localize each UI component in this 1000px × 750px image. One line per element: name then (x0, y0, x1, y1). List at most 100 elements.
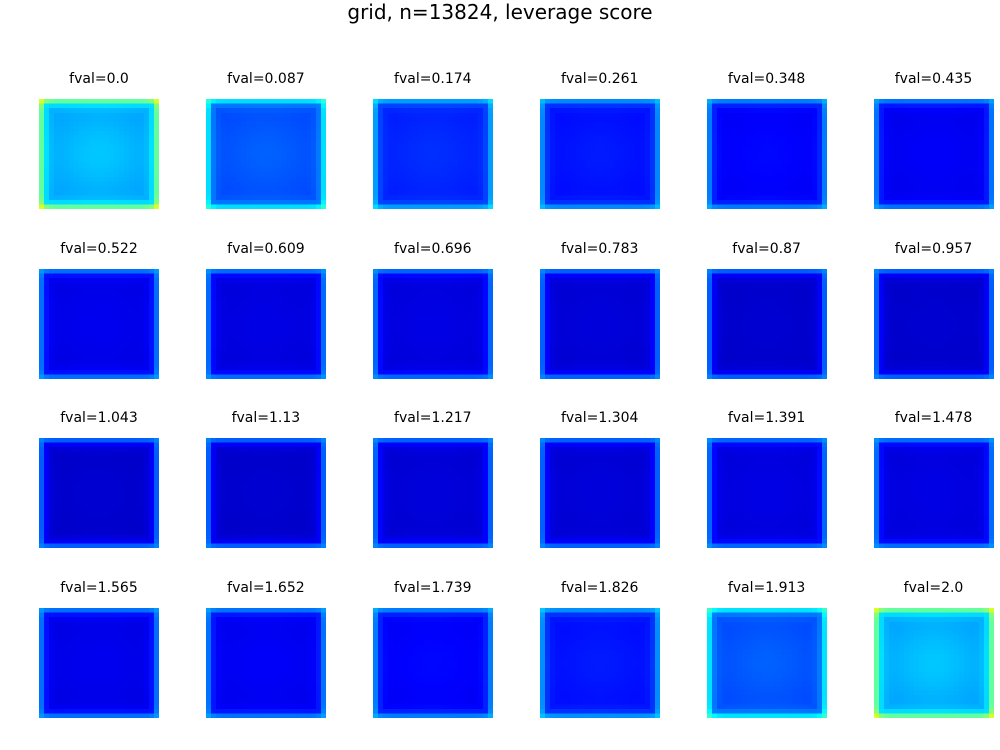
heatmap-cell (154, 140, 159, 146)
heatmap-cell (320, 351, 326, 356)
heatmap-cell (437, 314, 444, 320)
heatmap-cell (923, 167, 929, 173)
heatmap-cell (89, 287, 95, 292)
heatmap-cell (89, 108, 95, 113)
heatmap-cell (928, 103, 934, 109)
heatmap-cell (295, 144, 302, 150)
heatmap-cell (265, 287, 272, 292)
heatmap-cell (250, 273, 257, 279)
heatmap-cell (569, 158, 575, 164)
heatmap-cell (983, 140, 989, 146)
heatmap-cell (402, 135, 409, 141)
heatmap-cell (84, 163, 90, 168)
heatmap-cell (943, 108, 949, 113)
heatmap-cell (240, 374, 247, 379)
heatmap-cell (285, 186, 292, 191)
heatmap-cell (210, 163, 217, 168)
heatmap-cell (564, 181, 570, 187)
heatmap-cell (104, 149, 110, 155)
heatmap-cell (235, 117, 242, 123)
heatmap-cell (619, 195, 625, 201)
heatmap-cell (270, 287, 277, 292)
heatmap-cell (59, 158, 65, 164)
heatmap-cell (539, 181, 545, 187)
heatmap-cell (716, 158, 722, 164)
heatmap-cell (74, 282, 80, 288)
heatmap-cell (487, 163, 493, 168)
heatmap-cell (569, 163, 575, 168)
heatmap-cell (721, 181, 727, 187)
heatmap-cell (99, 108, 105, 113)
heatmap-cell (250, 144, 257, 150)
heatmap-cell (938, 140, 944, 146)
heatmap-cell (44, 319, 50, 324)
heatmap-cell (205, 135, 212, 141)
heatmap-cell (74, 167, 80, 173)
heatmap-cell (260, 355, 267, 361)
heatmap-cell (806, 144, 812, 150)
heatmap-cell (953, 181, 959, 187)
heatmap-cell (210, 300, 217, 306)
heatmap-cell (215, 319, 222, 324)
heatmap-cell (549, 181, 555, 187)
heatmap-cell (903, 108, 909, 113)
heatmap-cell (270, 135, 277, 141)
heatmap-cell (225, 204, 232, 209)
heatmap-cell (629, 149, 635, 155)
heatmap-cell (771, 172, 777, 178)
heatmap-cell (295, 369, 302, 375)
heatmap-cell (968, 181, 974, 187)
heatmap-cell (109, 163, 115, 168)
heatmap-cell (275, 131, 282, 136)
heatmap-cell (290, 268, 297, 274)
heatmap-cell (816, 163, 822, 168)
heatmap-cell (89, 204, 95, 209)
heatmap-cell (751, 140, 757, 146)
heatmap-cell (487, 108, 493, 113)
heatmap-cell (245, 112, 252, 118)
heatmap-cell (305, 355, 312, 361)
heatmap-cell (74, 369, 80, 375)
heatmap-cell (958, 199, 964, 205)
heatmap-cell (305, 204, 312, 209)
heatmap-cell (482, 319, 489, 324)
heatmap-cell (706, 186, 712, 191)
heatmap-cell (240, 360, 247, 366)
heatmap-cell (579, 131, 585, 136)
heatmap-cell (372, 112, 379, 118)
heatmap-cell (442, 108, 449, 113)
heatmap-cell (711, 108, 717, 113)
heatmap-cell (295, 186, 302, 191)
heatmap-cell (270, 117, 277, 123)
heatmap-cell (736, 117, 742, 123)
heatmap-cell (260, 126, 267, 132)
heatmap-cell (310, 158, 317, 164)
heatmap-cell (791, 199, 797, 205)
heatmap-cell (89, 126, 95, 132)
heatmap-cell (467, 144, 474, 150)
heatmap-cell (574, 190, 580, 196)
heatmap-cell (741, 181, 747, 187)
heatmap-cell (928, 158, 934, 164)
heatmap-cell (402, 190, 409, 196)
heatmap-cell (816, 140, 822, 146)
heatmap-cell (629, 103, 635, 109)
heatmap-cell (948, 149, 954, 155)
heatmap-cell (467, 323, 474, 329)
heatmap-cell (427, 167, 434, 173)
heatmap-cell (599, 149, 605, 155)
heatmap-cell (129, 199, 135, 205)
heatmap-cell (240, 154, 247, 159)
heatmap-cell (806, 126, 812, 132)
heatmap-cell (564, 186, 570, 191)
heatmap-cell (382, 131, 389, 136)
heatmap-cell (447, 332, 454, 338)
heatmap-cell (225, 296, 232, 301)
heatmap-cell (983, 135, 989, 141)
heatmap-cell (938, 108, 944, 113)
heatmap-cell (472, 135, 479, 141)
heatmap-cell (432, 273, 439, 279)
heatmap-cell (129, 328, 135, 334)
heatmap-cell (731, 117, 737, 123)
heatmap-cell (265, 103, 272, 109)
